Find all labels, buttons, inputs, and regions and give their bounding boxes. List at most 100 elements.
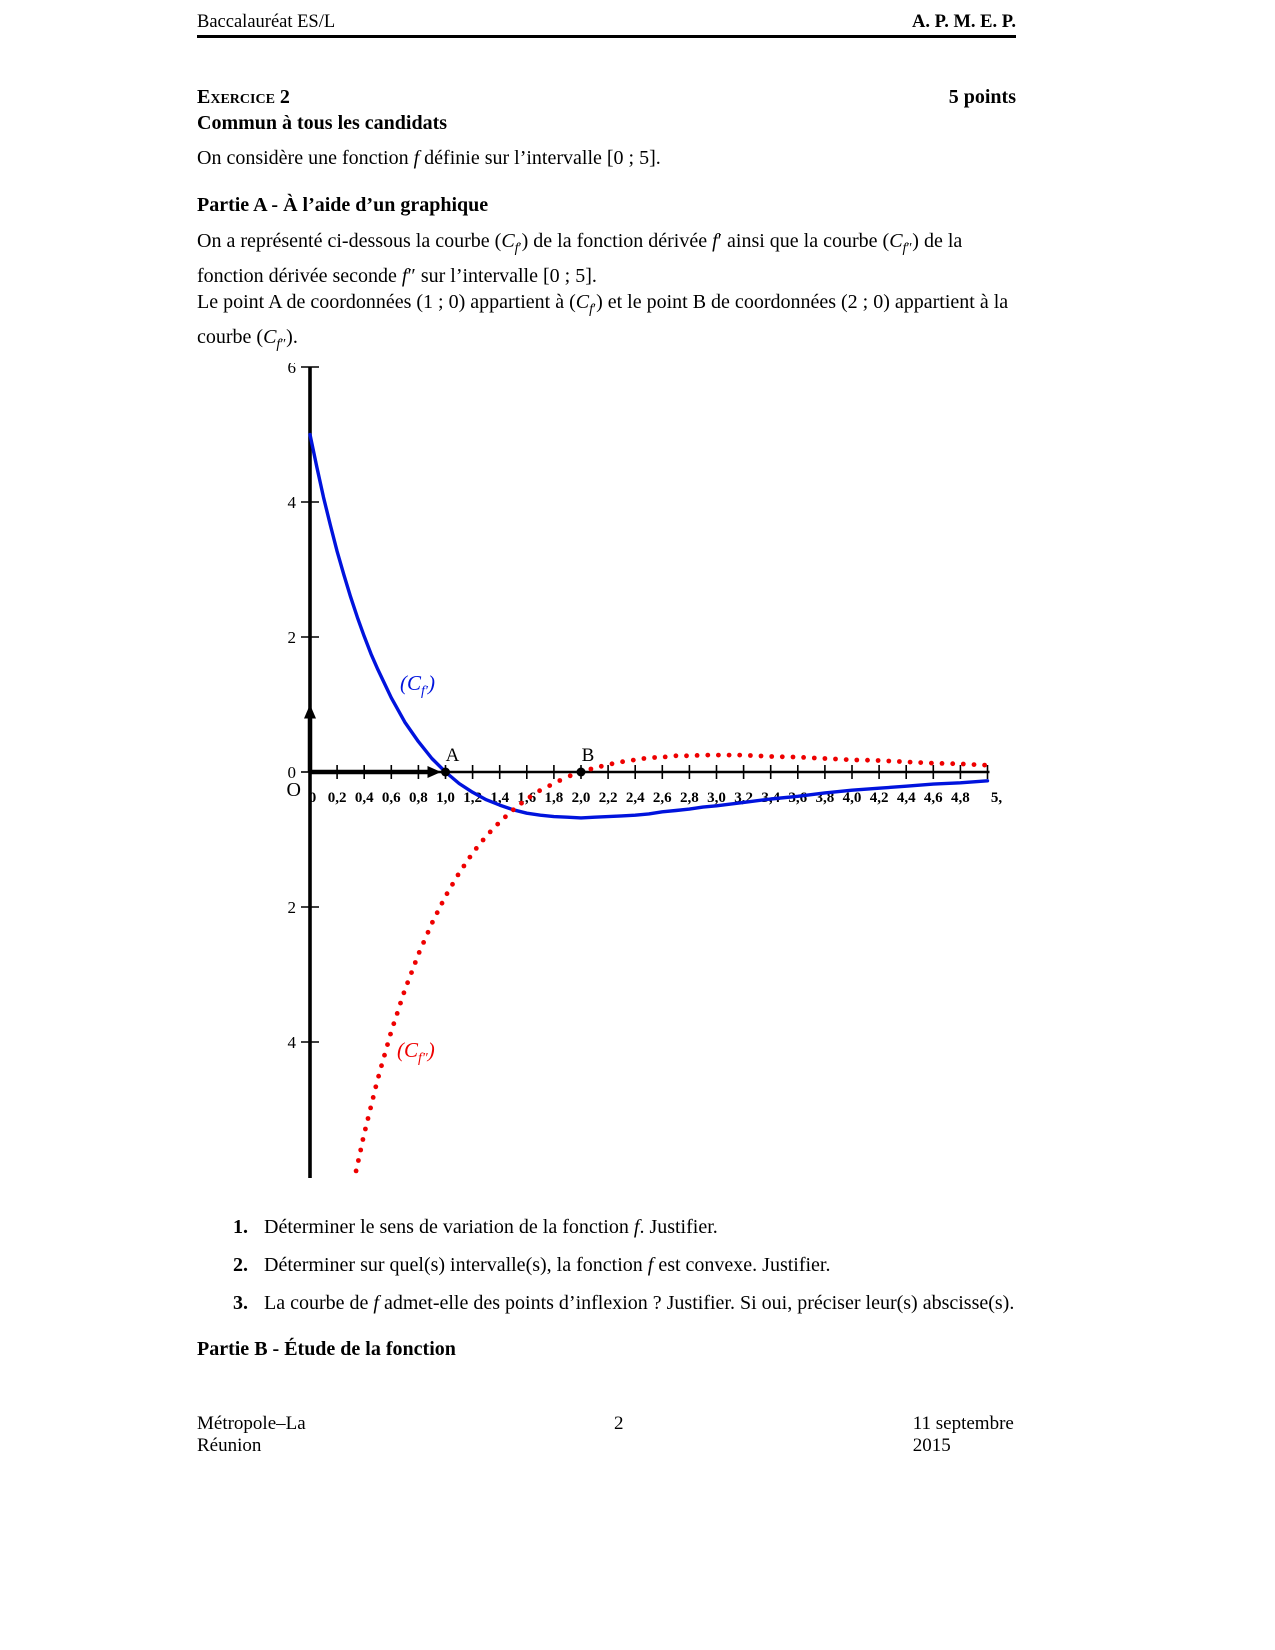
curve-dot [370,1095,376,1100]
y-axis-tick-labels: 6 4 2 0 2 4 [288,358,297,1052]
question-1: 1. Déterminer le sens de variation de la… [233,1216,1033,1239]
header-right-text: A. P. M. E. P. [912,12,1016,32]
point-a-label: A [446,745,460,766]
curve-dot [416,950,422,955]
curve-dot [694,753,700,758]
paragraph-line: Le point A de coordonnées (1 ; 0) appart… [197,291,1009,318]
curve-dot [510,807,516,813]
curve-dot [409,970,414,975]
curve-dot [833,756,838,762]
footer-page-number: 2 [613,1413,624,1434]
curve-dot [353,1168,359,1174]
curve-dot [684,753,689,759]
exercise-points: 5 points [948,86,1016,108]
part-a-paragraph: On a représenté ci-dessous la courbe (Cf… [197,228,1032,358]
curve-dot [971,762,977,767]
curve-dot [382,1052,387,1058]
curve-dot [726,752,732,758]
curve-dot [588,766,594,772]
curve-dot [379,1063,384,1069]
curve-dot [503,814,508,820]
curve-dot [356,1158,361,1163]
curve-dot [875,758,881,763]
point-a-dot [441,767,450,777]
x-tick-label: 4,6 [924,790,943,806]
curve-dot [652,755,657,760]
curve-dot [705,752,711,758]
curve-dot [421,940,426,945]
curve-dot [641,756,647,761]
curve-dot [609,761,615,767]
exercise-subtitle: Commun à tous les candidats [197,112,448,134]
unit-vector-x-arrowhead [427,766,441,778]
part-a-heading: Partie A - À l’aide d’un graphique [197,194,489,216]
derivative-curve-label: (Cf′) [400,671,435,699]
curve-dot [487,829,493,835]
graph-canvas: 0 0,2 0,4 0,6 0,8 1,0 1,2 1,4 1,6 1,8 2,0 2,2 2,4 2,6… [287,358,1003,1178]
curve-dot [467,854,473,860]
x-tick-label: 4,4 [897,790,916,806]
x-tick-label: 2,6 [653,790,672,806]
curve-dot [376,1073,381,1079]
second-derivative-curve-label: (Cf″) [397,1038,435,1066]
curve-dot [398,1000,403,1006]
exercise-title: Exercice 2 [197,86,290,108]
question-3: 3. La courbe de f admet-elle des points … [233,1292,1033,1315]
question-2: 2. Déterminer sur quel(s) intervalle(s),… [233,1254,1033,1277]
y-tick-label: 4 [288,1033,297,1052]
y-tick-label: 2 [288,898,297,917]
x-tick-label: 1,0 [436,790,455,806]
curve-dot [790,754,796,760]
curve-dot [811,755,817,761]
intro-paragraph: On considère une fonction f définie sur … [197,147,661,169]
x-tick-label: 0,8 [409,790,428,806]
curve-dot [547,783,553,788]
x-tick-label: 0 [309,790,317,806]
curve-dot [950,761,956,767]
curve-dot [480,837,486,843]
curve-dot [461,863,467,869]
x-tick-label: 4,0 [843,790,862,806]
question-number: 2. [233,1254,248,1276]
x-tick-label: 5, [991,790,1003,806]
header-left-text: Baccalauréat ES/L [197,12,336,32]
curve-dot [801,755,806,760]
curve-dot [401,990,407,996]
curve-dot [779,754,785,760]
curve-dot [363,1126,368,1132]
curve-dot [527,794,533,800]
curve-dot [430,919,435,925]
curve-dot [365,1116,371,1121]
curve-dot [673,753,679,759]
unit-vector-y-arrowhead [304,704,316,719]
paragraph-line: On a représenté ci-dessous la courbe (Cf… [197,230,963,256]
x-tick-label: 2,2 [599,790,618,806]
curve-dot [907,759,913,765]
x-axis-tick-labels: 0 0,2 0,4 0,6 0,8 1,0 1,2 1,4 1,6 1,8 2,0 2,2 2,4 2,6… [309,790,1003,806]
question-text: Déterminer le sens de variation de la fo… [264,1216,718,1238]
x-tick-label: 2,0 [572,790,591,806]
curve-dot [388,1031,393,1037]
curve-dot [843,757,849,762]
page-header: Baccalauréat ES/L A. P. M. E. P. [197,12,1016,33]
curve-dot [630,757,636,763]
question-text: La courbe de f admet-elle des points d’i… [264,1292,1015,1314]
question-number: 1. [233,1216,248,1238]
y-tick-label: 0 [288,763,297,782]
curve-dot [368,1105,373,1111]
curve-dot [444,891,450,897]
curve-dot [886,758,892,764]
paragraph-line: courbe (Cf″). [197,325,298,352]
curve-dot [405,980,410,986]
curve-dot [748,753,753,758]
curve-dot [412,960,418,965]
x-tick-label: 0,6 [382,790,401,806]
curve-dot [495,821,501,827]
curve-dot [598,763,604,769]
curve-dot [769,754,775,759]
curve-dot [918,760,924,765]
curve-dot [865,757,870,763]
curve-dot [567,773,573,779]
curve-dot [434,910,440,916]
